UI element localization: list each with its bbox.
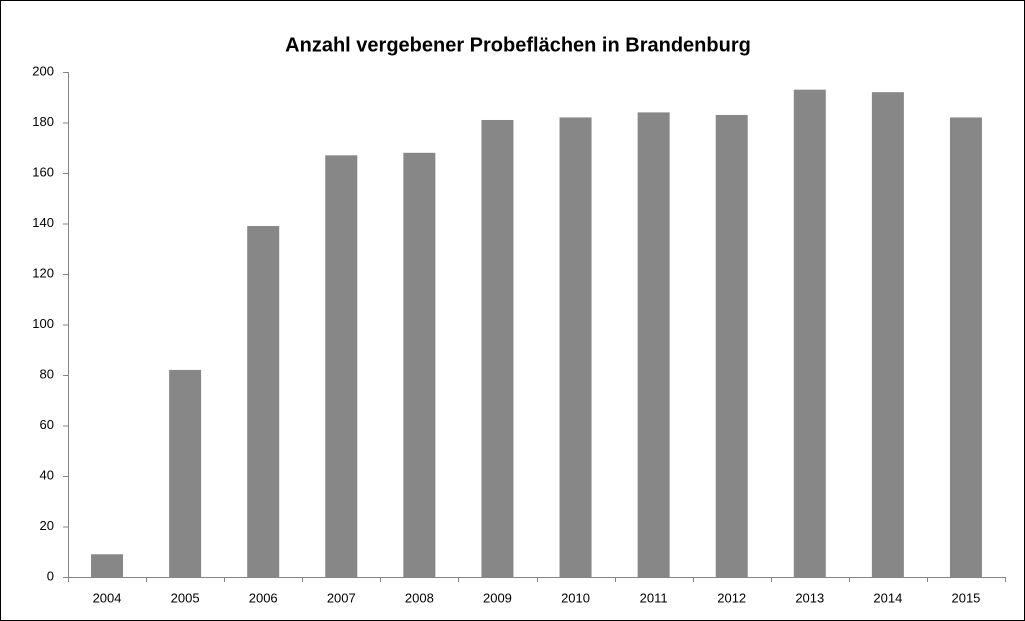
bar [403,152,436,578]
bar [793,89,826,578]
bar [481,119,514,577]
bar [637,112,670,578]
x-tick-label: 2010 [561,590,590,605]
y-tick-label: 40 [40,467,54,482]
y-tick-label: 80 [40,366,54,381]
y-tick-label: 20 [40,518,54,533]
x-tick-label: 2009 [483,590,512,605]
y-tick-label: 160 [32,164,54,179]
chart-title: Anzahl vergebener Probeflächen in Brande… [285,34,751,56]
x-tick-label: 2006 [249,590,278,605]
y-tick-label: 0 [47,568,54,583]
x-tick-label: 2004 [93,590,122,605]
bar [169,369,202,577]
bar [715,114,748,578]
x-tick-label: 2008 [405,590,434,605]
bar [325,155,358,577]
x-tick-label: 2005 [171,590,200,605]
y-tick-label: 100 [32,316,54,331]
x-tick-label: 2014 [873,590,902,605]
y-tick-label: 200 [32,63,54,78]
x-tick-label: 2007 [327,590,356,605]
x-tick-label: 2013 [795,590,824,605]
x-tick-label: 2015 [951,590,980,605]
bar [559,117,592,577]
bar [949,117,982,577]
x-tick-label: 2011 [640,590,668,605]
y-tick-label: 140 [32,215,54,230]
y-tick-label: 60 [40,417,54,432]
bar [247,226,280,577]
y-tick-label: 120 [32,265,54,280]
bar [871,92,904,577]
x-tick-label: 2012 [717,590,746,605]
y-tick-label: 180 [32,114,54,129]
bar [91,554,124,577]
